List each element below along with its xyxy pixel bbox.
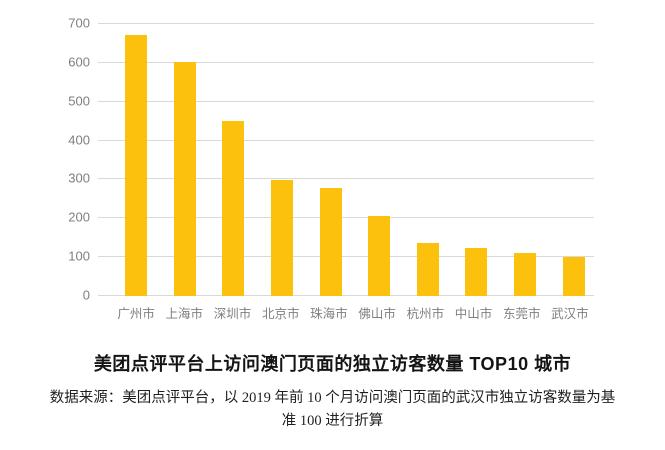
gridline [98, 101, 594, 102]
bar-上海市 [173, 62, 196, 296]
plot-area [98, 23, 594, 296]
bar-深圳市 [222, 120, 245, 296]
y-tick-label: 500 [68, 93, 90, 109]
bar-slot [404, 23, 453, 296]
y-tick-label: 600 [68, 54, 90, 70]
y-tick-label: 300 [68, 170, 90, 186]
bar-广州市 [125, 34, 148, 296]
data-source-line-2: 准 100 进行折算 [281, 413, 384, 429]
bar-slot [209, 23, 258, 296]
gridline [98, 217, 594, 218]
bar-珠海市 [319, 187, 342, 296]
bar-slot [306, 23, 355, 296]
x-tick-label: 深圳市 [213, 307, 252, 321]
bar-slot [355, 23, 404, 296]
bar-slot [258, 23, 307, 296]
bar-slot [549, 23, 598, 296]
gridline [98, 256, 594, 257]
y-tick-label: 700 [68, 15, 90, 31]
x-tick-label: 东莞市 [502, 307, 541, 321]
gridline [98, 62, 594, 63]
bar-chart: 0 100 200 300 400 500 600 700 广州市 上海市 深圳市 北京市 珠海市 佛山… [0, 17, 594, 322]
bar-北京市 [271, 180, 294, 296]
bar-slot [161, 23, 210, 296]
bar-武汉市 [562, 257, 585, 296]
y-axis: 0 100 200 300 400 500 600 700 [0, 17, 90, 302]
y-tick-label: 200 [68, 209, 90, 225]
bar-slot [452, 23, 501, 296]
bar-中山市 [465, 248, 488, 296]
x-tick-label: 武汉市 [551, 307, 589, 321]
gridline [98, 295, 594, 296]
y-tick-label: 100 [68, 248, 90, 264]
y-tick-label: 0 [82, 287, 90, 303]
bar-佛山市 [368, 216, 391, 296]
bar-slot [501, 23, 550, 296]
y-tick-label: 400 [68, 132, 90, 148]
gridline [98, 140, 594, 141]
x-tick-label: 佛山市 [358, 307, 396, 321]
bar-slot [112, 23, 161, 296]
x-tick-label: 上海市 [165, 307, 204, 321]
x-axis: 广州市 上海市 深圳市 北京市 珠海市 佛山市 杭州市 中山市 东莞市 武汉市 [98, 303, 594, 322]
bars [112, 23, 598, 296]
x-tick-label: 珠海市 [310, 307, 348, 321]
bar-东莞市 [514, 253, 537, 296]
chart-title: 美团点评平台上访问澳门页面的独立访客数量 TOP10 城市 [93, 354, 572, 374]
x-tick-label: 北京市 [261, 307, 300, 321]
gridline [98, 178, 594, 179]
x-tick-label: 杭州市 [406, 307, 445, 321]
data-source-line-1: 数据来源：美团点评平台，以 2019 年前 10 个月访问澳门页面的武汉市独立访… [49, 390, 616, 406]
gridline [98, 23, 594, 24]
data-source-note: 数据来源：美团点评平台，以 2019 年前 10 个月访问澳门页面的武汉市独立访… [0, 387, 665, 433]
bar-杭州市 [416, 243, 439, 296]
x-tick-label: 广州市 [117, 307, 155, 321]
x-tick-label: 中山市 [454, 307, 493, 321]
